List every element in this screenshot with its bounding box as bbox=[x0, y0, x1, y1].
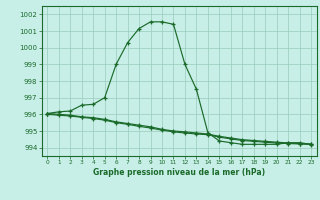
X-axis label: Graphe pression niveau de la mer (hPa): Graphe pression niveau de la mer (hPa) bbox=[93, 168, 265, 177]
